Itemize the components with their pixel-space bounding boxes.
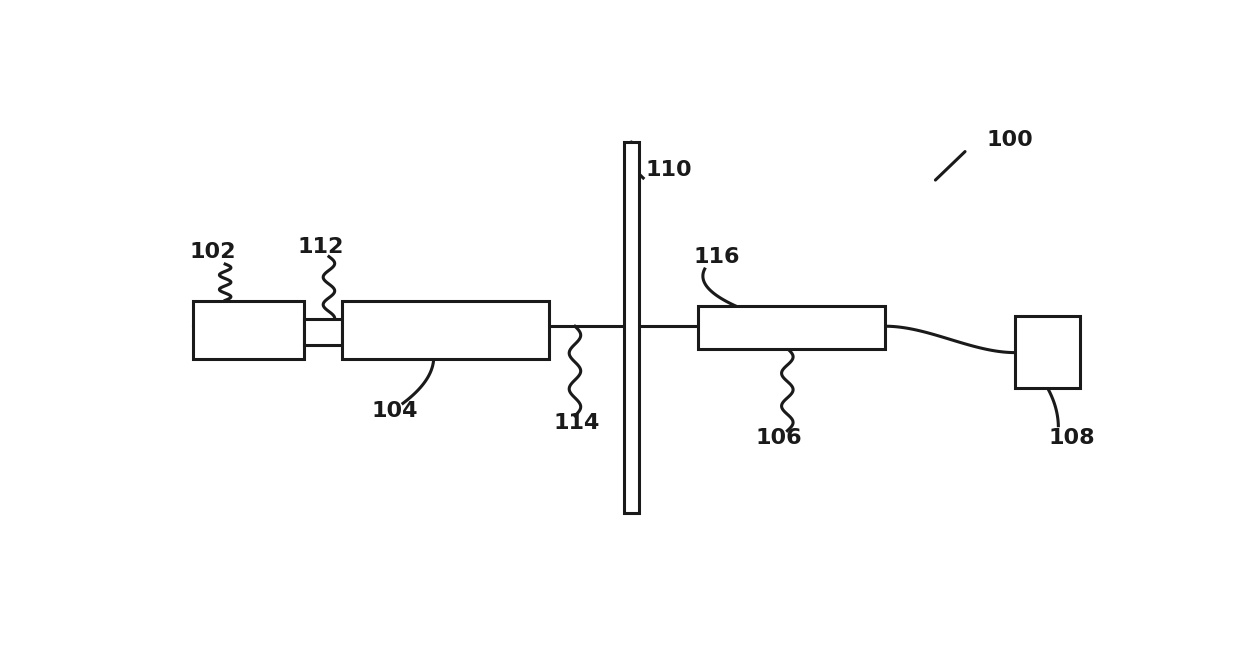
Bar (193, 301, 304, 359)
Bar (342, 301, 549, 359)
Bar (624, 142, 640, 513)
Text: 102: 102 (190, 242, 236, 262)
Bar (1016, 317, 1080, 388)
Text: 106: 106 (755, 428, 802, 448)
Text: 110: 110 (645, 160, 692, 180)
Text: 104: 104 (371, 401, 418, 421)
Bar (698, 306, 885, 349)
Text: 100: 100 (986, 130, 1033, 150)
Text: 116: 116 (693, 247, 739, 267)
Bar (304, 318, 342, 344)
Text: 108: 108 (1049, 428, 1095, 448)
Text: 114: 114 (554, 413, 600, 433)
Text: 112: 112 (298, 236, 343, 256)
